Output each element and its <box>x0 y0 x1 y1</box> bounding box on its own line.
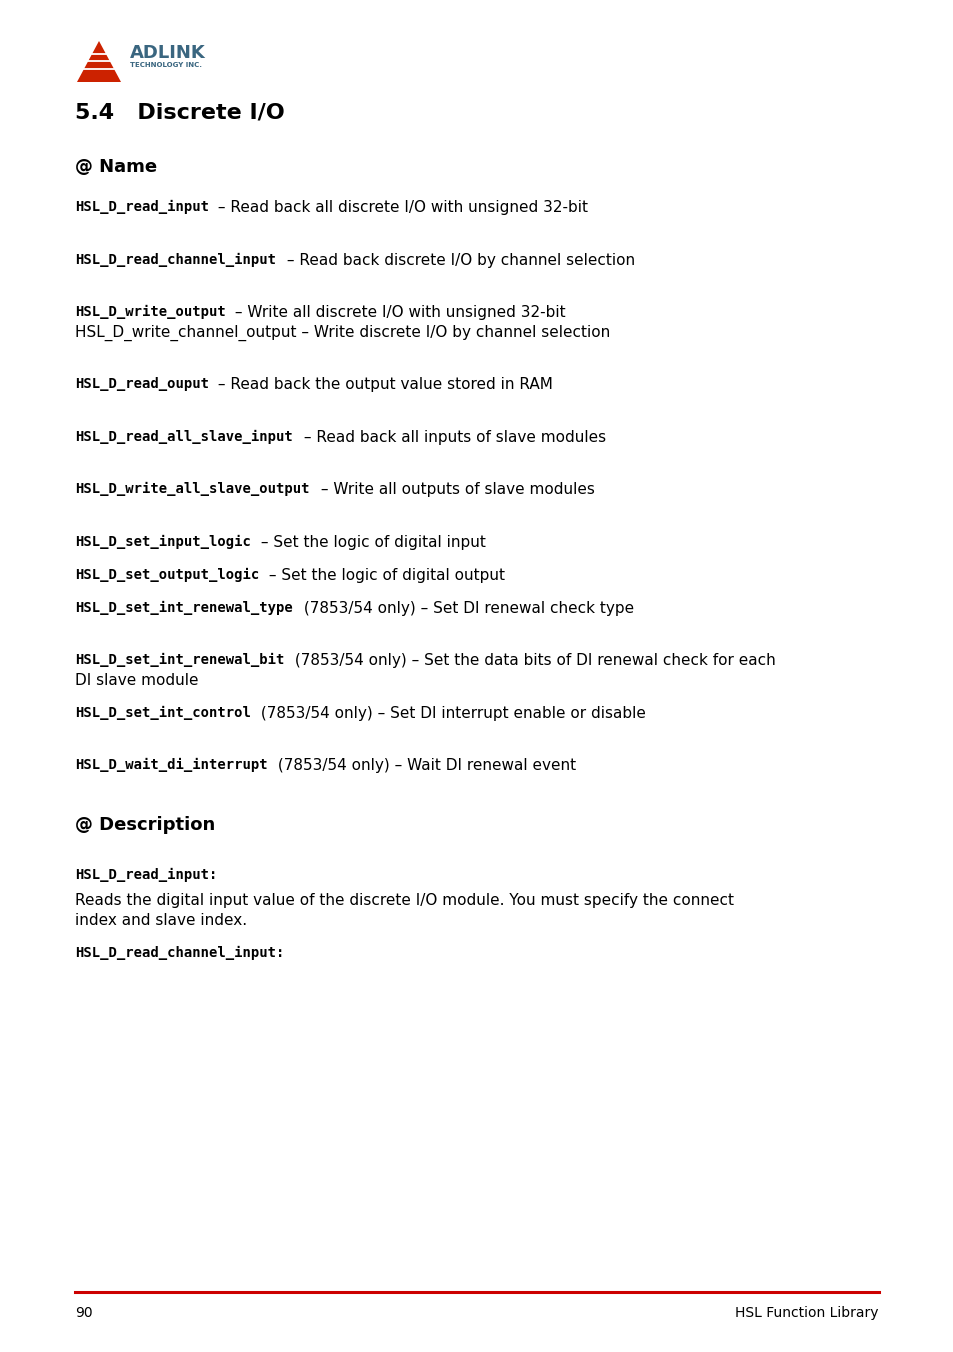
Text: – Read back all discrete I/O with unsigned 32-bit: – Read back all discrete I/O with unsign… <box>213 200 587 215</box>
Text: HSL_D_write_output: HSL_D_write_output <box>75 306 226 319</box>
Text: – Write all discrete I/O with unsigned 32-bit: – Write all discrete I/O with unsigned 3… <box>230 306 565 320</box>
Text: ADLINK: ADLINK <box>130 45 206 62</box>
Text: @ Description: @ Description <box>75 815 215 833</box>
Text: HSL_D_read_input: HSL_D_read_input <box>75 200 209 214</box>
Text: HSL_D_read_all_slave_input: HSL_D_read_all_slave_input <box>75 430 293 443</box>
Text: Reads the digital input value of the discrete I/O module. You must specify the c: Reads the digital input value of the dis… <box>75 894 733 909</box>
Text: – Read back the output value stored in RAM: – Read back the output value stored in R… <box>213 377 552 392</box>
Text: 90: 90 <box>75 1306 92 1320</box>
Text: HSL_D_write_channel_output – Write discrete I/O by channel selection: HSL_D_write_channel_output – Write discr… <box>75 324 610 341</box>
Text: HSL_D_read_channel_input:: HSL_D_read_channel_input: <box>75 945 284 960</box>
Text: (7853/54 only) – Set the data bits of DI renewal check for each: (7853/54 only) – Set the data bits of DI… <box>290 653 775 668</box>
Text: HSL_D_set_input_logic: HSL_D_set_input_logic <box>75 534 251 549</box>
Polygon shape <box>77 41 121 82</box>
Text: HSL_D_read_ouput: HSL_D_read_ouput <box>75 377 209 391</box>
Text: index and slave index.: index and slave index. <box>75 913 247 927</box>
Text: – Set the logic of digital input: – Set the logic of digital input <box>255 534 485 549</box>
Text: @ Name: @ Name <box>75 158 157 176</box>
Text: DI slave module: DI slave module <box>75 672 198 688</box>
Text: – Write all outputs of slave modules: – Write all outputs of slave modules <box>315 483 595 498</box>
Text: HSL_D_read_channel_input: HSL_D_read_channel_input <box>75 253 275 266</box>
Text: HSL Function Library: HSL Function Library <box>735 1306 878 1320</box>
Text: TECHNOLOGY INC.: TECHNOLOGY INC. <box>130 62 202 68</box>
Text: (7853/54 only) – Set DI renewal check type: (7853/54 only) – Set DI renewal check ty… <box>298 600 634 615</box>
Text: HSL_D_set_int_control: HSL_D_set_int_control <box>75 706 251 719</box>
Text: HSL_D_set_int_renewal_bit: HSL_D_set_int_renewal_bit <box>75 653 284 667</box>
Text: HSL_D_wait_di_interrupt: HSL_D_wait_di_interrupt <box>75 758 268 772</box>
Text: HSL_D_read_input:: HSL_D_read_input: <box>75 868 217 882</box>
Text: HSL_D_write_all_slave_output: HSL_D_write_all_slave_output <box>75 483 309 496</box>
Text: (7853/54 only) – Set DI interrupt enable or disable: (7853/54 only) – Set DI interrupt enable… <box>255 706 645 721</box>
Text: 5.4   Discrete I/O: 5.4 Discrete I/O <box>75 101 284 122</box>
Text: (7853/54 only) – Wait DI renewal event: (7853/54 only) – Wait DI renewal event <box>273 758 576 773</box>
Text: – Read back all inputs of slave modules: – Read back all inputs of slave modules <box>298 430 605 445</box>
Text: HSL_D_set_output_logic: HSL_D_set_output_logic <box>75 568 259 581</box>
Text: HSL_D_set_int_renewal_type: HSL_D_set_int_renewal_type <box>75 600 293 615</box>
Text: – Read back discrete I/O by channel selection: – Read back discrete I/O by channel sele… <box>281 253 634 268</box>
Text: – Set the logic of digital output: – Set the logic of digital output <box>264 568 505 583</box>
